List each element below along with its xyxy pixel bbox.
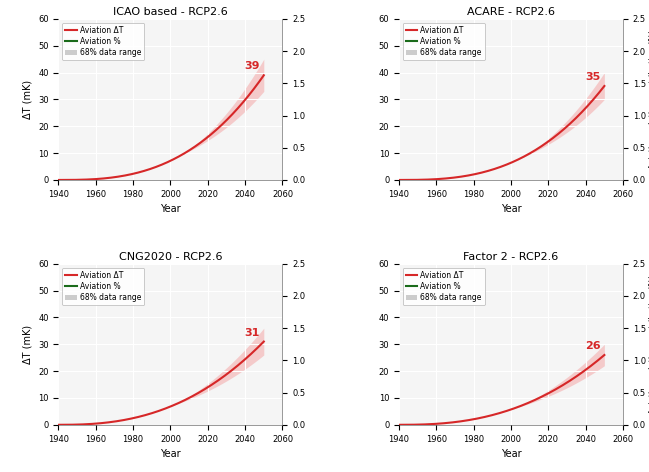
Title: ACARE - RCP2.6: ACARE - RCP2.6 (467, 7, 555, 17)
Text: 2.0: 2.0 (240, 37, 260, 47)
Y-axis label: ΔT (mK): ΔT (mK) (23, 325, 32, 364)
X-axis label: Year: Year (160, 204, 181, 214)
Legend: Aviation ΔT, Aviation %, 68% data range: Aviation ΔT, Aviation %, 68% data range (62, 268, 144, 305)
Title: ICAO based - RCP2.6: ICAO based - RCP2.6 (113, 7, 228, 17)
Text: 26: 26 (585, 341, 600, 351)
Text: 1.6: 1.6 (240, 308, 260, 318)
Title: Factor 2 - RCP2.6: Factor 2 - RCP2.6 (463, 252, 559, 261)
X-axis label: Year: Year (500, 204, 521, 214)
Text: 31: 31 (245, 328, 260, 337)
X-axis label: Year: Year (500, 449, 521, 459)
Legend: Aviation ΔT, Aviation %, 68% data range: Aviation ΔT, Aviation %, 68% data range (62, 23, 144, 60)
Text: 1.4: 1.4 (581, 321, 600, 331)
Legend: Aviation ΔT, Aviation %, 68% data range: Aviation ΔT, Aviation %, 68% data range (403, 268, 485, 305)
Legend: Aviation ΔT, Aviation %, 68% data range: Aviation ΔT, Aviation %, 68% data range (403, 23, 485, 60)
Text: 35: 35 (585, 72, 600, 82)
Text: 1.8: 1.8 (581, 50, 600, 60)
Text: 39: 39 (245, 61, 260, 71)
Y-axis label: ΔT (mK): ΔT (mK) (23, 80, 32, 119)
X-axis label: Year: Year (160, 449, 181, 459)
Title: CNG2020 - RCP2.6: CNG2020 - RCP2.6 (119, 252, 222, 261)
